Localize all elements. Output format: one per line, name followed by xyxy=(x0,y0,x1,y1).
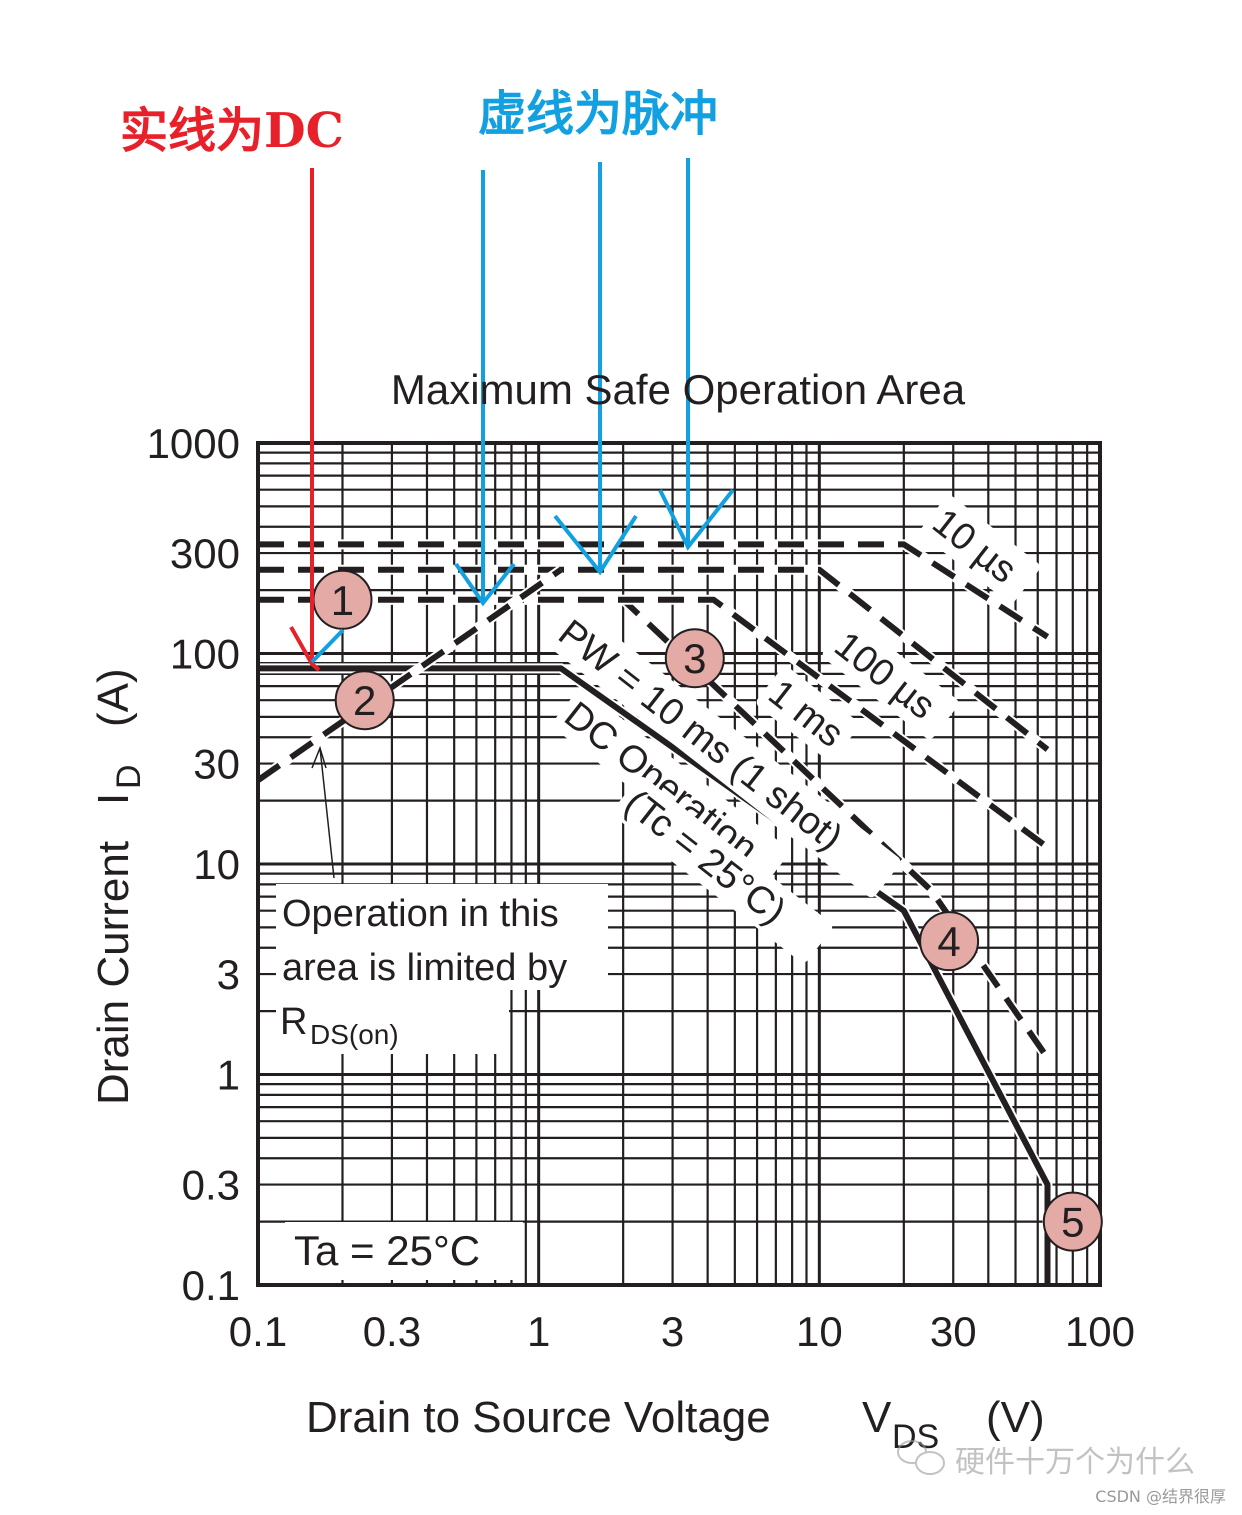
y-tick-label: 300 xyxy=(170,530,240,577)
svg-text:5: 5 xyxy=(1061,1199,1084,1246)
rds-note: Operation in this area is limited by R D… xyxy=(276,745,608,1054)
y-tick-label: 3 xyxy=(217,951,240,998)
x-tick-label: 3 xyxy=(661,1308,684,1355)
marker-2: 2 xyxy=(334,670,395,731)
y-tick-label: 0.3 xyxy=(182,1162,240,1209)
x-tick-label: 100 xyxy=(1065,1308,1135,1355)
marker-4: 4 xyxy=(919,911,980,972)
y-tick-label: 1000 xyxy=(147,420,240,467)
x-tick-label: 1 xyxy=(527,1308,550,1355)
rds-note-line2: area is limited by xyxy=(282,947,567,989)
curve-10-s xyxy=(258,541,1050,640)
marker-3: 3 xyxy=(664,628,725,689)
marker-1: 1 xyxy=(312,569,373,630)
x-tick-label: 30 xyxy=(930,1308,977,1355)
condition-label: Ta = 25°C xyxy=(294,1227,480,1274)
x-axis-symbol: V xyxy=(862,1393,892,1442)
svg-text:2: 2 xyxy=(353,677,376,724)
svg-text:3: 3 xyxy=(683,635,706,682)
y-tick-label: 30 xyxy=(193,741,240,788)
annotation-arrows xyxy=(289,158,735,672)
numbered-markers: 1 2 3 4 5 xyxy=(312,569,1103,1252)
y-axis-unit: (A) xyxy=(89,668,138,727)
wechat-icon xyxy=(897,1440,945,1475)
x-axis-title: Drain to Source Voltage xyxy=(306,1393,771,1442)
csdn-watermark: CSDN @结界很厚 xyxy=(1095,1487,1226,1506)
rds-note-r: R xyxy=(280,1001,307,1043)
rds-note-line1: Operation in this xyxy=(282,893,559,935)
solid-line-annotation: 实线为DC xyxy=(120,103,344,159)
y-axis-label: Drain Current I D (A) xyxy=(89,668,148,1105)
condition-box: Ta = 25°C xyxy=(285,1222,523,1280)
svg-text:4: 4 xyxy=(937,918,960,965)
y-tick-label: 10 xyxy=(193,841,240,888)
curve-label: 1 ms xyxy=(756,666,859,761)
y-tick-label: 100 xyxy=(170,631,240,678)
rds-note-sub: DS(on) xyxy=(310,1019,399,1050)
y-tick-label: 0.1 xyxy=(182,1262,240,1309)
wechat-account-name: 硬件十万个为什么 xyxy=(955,1445,1195,1480)
y-axis-symbol: I xyxy=(89,793,138,805)
curve-rds-on-limit xyxy=(256,567,563,783)
dashed-line-annotation: 虚线为脉冲 xyxy=(478,86,718,142)
svg-text:1: 1 xyxy=(331,577,354,624)
x-axis-symbol-sub: DS xyxy=(892,1418,939,1456)
axis-ticks: 0.1 0.3 1 3 10 30 100 1000 300 100 30 10 3 1 0.3 0.1 xyxy=(147,420,1135,1355)
plot-frame xyxy=(256,441,1102,1287)
x-tick-label: 0.1 xyxy=(229,1308,287,1355)
curve-1-ms xyxy=(258,596,1050,850)
x-axis-unit: (V) xyxy=(986,1393,1045,1442)
curve-100-s xyxy=(258,566,1050,752)
y-axis-title: Drain Current xyxy=(89,841,138,1105)
x-tick-label: 0.3 xyxy=(363,1308,421,1355)
wechat-watermark: 硬件十万个为什么 xyxy=(897,1440,1195,1480)
x-tick-label: 10 xyxy=(796,1308,843,1355)
chart-title: Maximum Safe Operation Area xyxy=(391,366,966,413)
y-axis-symbol-sub: D xyxy=(110,764,148,789)
marker-5: 5 xyxy=(1042,1191,1103,1252)
x-axis-label: Drain to Source Voltage V DS (V) xyxy=(306,1393,1045,1456)
y-tick-label: 1 xyxy=(217,1052,240,1099)
